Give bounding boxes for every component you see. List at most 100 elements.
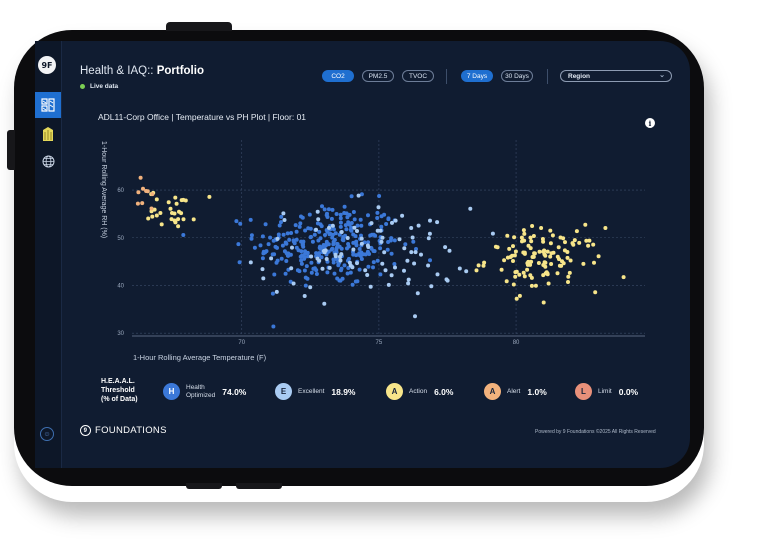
scatter-point	[558, 235, 563, 240]
chevron-down-icon: ⌄	[659, 72, 665, 79]
filter-tvoc[interactable]: TVOC	[402, 70, 434, 82]
page-title: Health & IAQ:: Portfolio	[80, 65, 204, 77]
scatter-point	[566, 274, 571, 279]
region-select[interactable]: Region ⌄	[560, 70, 672, 82]
scatter-point	[476, 263, 481, 268]
scatter-point	[338, 254, 342, 259]
app-logo[interactable]: 9F	[38, 56, 56, 74]
scatter-point	[345, 246, 349, 251]
scatter-point	[359, 241, 364, 246]
range-30-days[interactable]: 30 Days	[501, 70, 533, 82]
legend-label: Excellent	[298, 387, 325, 395]
scatter-point	[316, 217, 321, 222]
scatter-point	[173, 195, 178, 200]
scatter-point	[318, 222, 323, 227]
scatter-point	[272, 272, 277, 277]
scatter-point	[170, 211, 174, 215]
scatter-point	[388, 238, 393, 243]
scatter-point	[359, 250, 364, 255]
scatter-point	[426, 263, 431, 268]
foundations-mark-icon: 9	[80, 425, 91, 436]
scatter-point	[339, 268, 343, 273]
scatter-point	[557, 263, 562, 268]
scatter-point	[376, 205, 381, 210]
legend-item-alert: A Alert 1.0%	[484, 383, 547, 400]
scatter-point	[270, 291, 275, 296]
scatter-point	[324, 257, 329, 261]
sidebar-item-buildings[interactable]	[35, 92, 61, 118]
y-axis-label: 1-Hour Rolling Average RH (%)	[100, 141, 107, 238]
filter-pm25[interactable]: PM2.5	[362, 70, 394, 82]
scatter-point	[351, 232, 356, 237]
scatter-point	[306, 254, 311, 259]
sidebar-item-global[interactable]	[35, 148, 61, 174]
scatter-point	[532, 251, 537, 256]
scatter-point	[531, 234, 536, 238]
scatter-point	[379, 239, 384, 244]
scatter-point	[382, 250, 387, 255]
divider	[446, 69, 447, 84]
scatter-point	[308, 226, 313, 231]
scatter-point	[566, 280, 570, 284]
scatter-point	[512, 235, 517, 240]
app-screen: 9F ☺ Health & IAQ:: Portfolio Live	[35, 41, 690, 468]
scatter-point	[317, 251, 322, 256]
filter-co2[interactable]: CO2	[322, 70, 354, 82]
scatter-point	[307, 212, 312, 217]
legend-item-excellent: E Excellent 18.9%	[275, 383, 355, 400]
scatter-point	[350, 282, 355, 287]
info-icon[interactable]: i	[645, 118, 655, 128]
legend-percent: 6.0%	[434, 386, 454, 397]
scatter-point	[343, 223, 348, 228]
scatter-point	[522, 238, 527, 243]
scatter-point	[584, 238, 589, 243]
scatter-point	[288, 279, 293, 284]
scatter-point	[326, 207, 331, 212]
scatter-point	[348, 270, 353, 275]
scatter-point	[303, 283, 308, 288]
scatter-point	[410, 235, 415, 240]
scatter-point	[283, 271, 288, 276]
scatter-point	[505, 233, 510, 238]
x-tick-label: 75	[376, 340, 383, 346]
legend-label: Alert	[507, 387, 521, 395]
scatter-point	[324, 213, 329, 218]
scatter-point	[378, 272, 383, 277]
scatter-point	[324, 239, 329, 244]
scatter-point	[427, 231, 432, 236]
scatter-point	[320, 266, 325, 271]
scatter-point	[314, 227, 318, 232]
legend-badge: L	[575, 383, 592, 400]
scatter-point	[299, 261, 304, 266]
range-7-days[interactable]: 7 Days	[461, 70, 493, 82]
scatter-point	[237, 260, 242, 265]
user-icon[interactable]: ☺	[40, 427, 54, 441]
scatter-point	[293, 223, 298, 228]
sidebar-item-sustainability[interactable]	[35, 121, 61, 147]
scatter-point	[268, 235, 273, 240]
scatter-point	[546, 281, 551, 286]
scatter-point	[355, 261, 359, 266]
legend-item-health-optimized: H Health Optimized 74.0%	[163, 383, 246, 400]
scatter-point	[366, 213, 370, 218]
legend-badge: A	[484, 383, 501, 400]
scatter-point	[474, 268, 479, 273]
legend-heading-line: (% of Data)	[101, 396, 138, 403]
scatter-point	[513, 249, 518, 254]
legend-percent: 0.0%	[618, 386, 639, 397]
scatter-point	[138, 175, 143, 180]
scatter-point	[173, 220, 178, 225]
scatter-point	[370, 232, 374, 237]
scatter-point	[375, 258, 380, 263]
scatter-point	[308, 285, 313, 290]
scatter-point	[359, 223, 364, 228]
scatter-point	[447, 248, 452, 253]
scatter-point	[263, 222, 268, 227]
scatter-point	[179, 198, 184, 203]
scatter-point	[505, 255, 510, 260]
scatter-point	[347, 222, 352, 227]
scatter-point	[375, 228, 380, 233]
scatter-point	[317, 258, 322, 263]
scatter-point	[315, 209, 320, 214]
scatter-point	[354, 243, 359, 248]
